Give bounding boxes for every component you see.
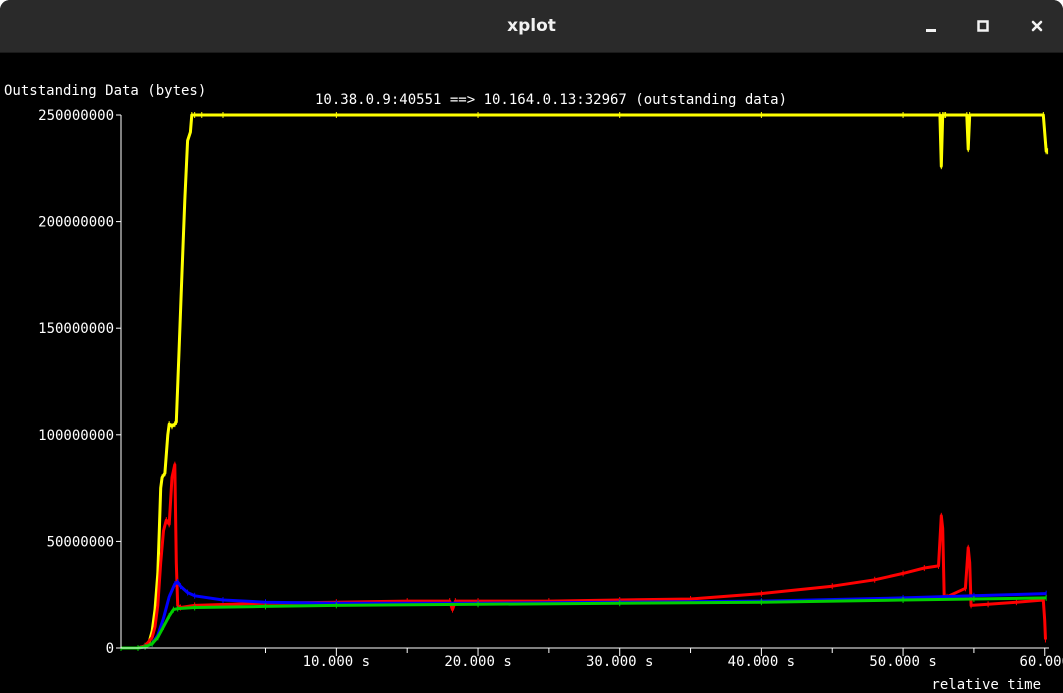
close-button[interactable] <box>1024 14 1050 38</box>
x-axis-label: relative time <box>931 677 1041 693</box>
series-line-1 <box>121 463 1047 650</box>
minimize-button[interactable] <box>918 14 944 38</box>
series-line-2 <box>121 580 1047 650</box>
plot-area[interactable]: Outstanding Data (bytes) 10.38.0.9:40551… <box>0 53 1063 693</box>
series-line-0 <box>121 113 1048 650</box>
minimize-icon <box>926 29 936 32</box>
window-title: xplot <box>507 16 556 36</box>
x-tick-label: 20.000 s <box>444 654 511 670</box>
y-tick-label: 0 <box>106 641 114 657</box>
x-tick-label: 50.000 s <box>869 654 936 670</box>
y-tick-label: 250000000 <box>38 108 114 124</box>
y-tick-label: 150000000 <box>38 321 114 337</box>
maximize-icon <box>977 20 989 32</box>
y-tick-label: 100000000 <box>38 428 114 444</box>
x-tick-label: 40.000 s <box>728 654 795 670</box>
x-tick-label: 10.000 s <box>303 654 370 670</box>
title-bar[interactable]: xplot <box>0 0 1063 53</box>
maximize-button[interactable] <box>970 14 996 38</box>
y-axis-label: Outstanding Data (bytes) <box>4 83 206 99</box>
y-tick-label: 50000000 <box>47 534 114 550</box>
chart-svg[interactable]: Outstanding Data (bytes) 10.38.0.9:40551… <box>0 53 1063 693</box>
x-tick-label: 60.000 <box>1019 654 1063 670</box>
x-tick-label: 30.000 s <box>586 654 653 670</box>
close-icon <box>1031 20 1043 32</box>
chart-title: 10.38.0.9:40551 ==> 10.164.0.13:32967 (o… <box>315 92 787 108</box>
series-line-3 <box>121 596 1047 650</box>
y-tick-label: 200000000 <box>38 215 114 231</box>
